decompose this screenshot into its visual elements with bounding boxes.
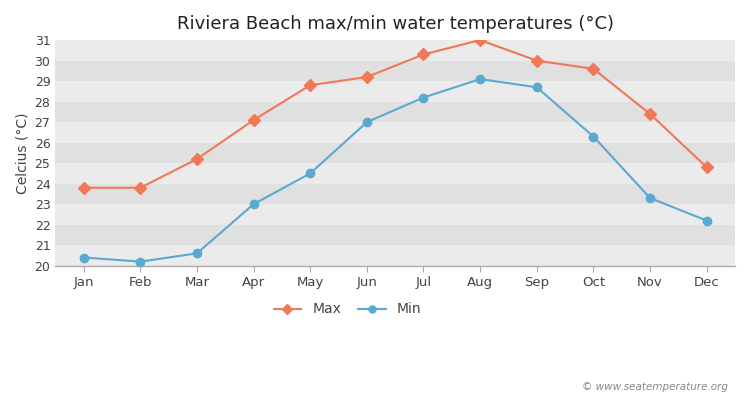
Y-axis label: Celcius (°C): Celcius (°C): [15, 112, 29, 194]
Bar: [56, 143, 735, 163]
Bar: [56, 81, 735, 102]
Legend: Max, Min: Max, Min: [268, 297, 427, 322]
Bar: [56, 245, 735, 266]
Title: Riviera Beach max/min water temperatures (°C): Riviera Beach max/min water temperatures…: [177, 15, 614, 33]
Bar: [56, 204, 735, 225]
Bar: [56, 102, 735, 122]
Bar: [56, 225, 735, 245]
Bar: [56, 184, 735, 204]
Text: © www.seatemperature.org: © www.seatemperature.org: [581, 382, 728, 392]
Bar: [56, 163, 735, 184]
Bar: [56, 122, 735, 143]
Bar: [56, 61, 735, 81]
Bar: [56, 40, 735, 61]
